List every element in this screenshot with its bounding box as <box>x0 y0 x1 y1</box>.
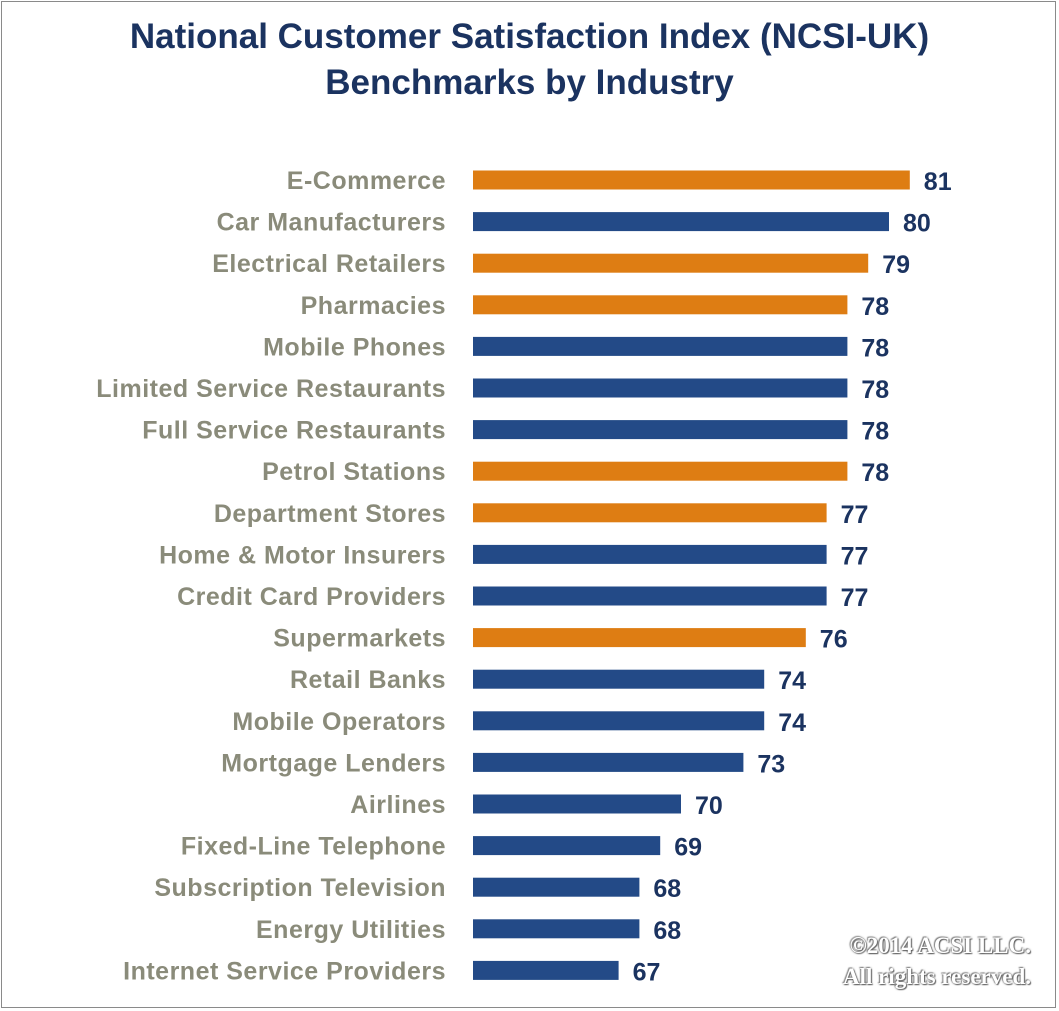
bar-full-service-restaurants <box>473 420 848 440</box>
bar-petrol-stations <box>473 461 848 481</box>
value-label: 78 <box>861 293 889 321</box>
chart-title-line-1: National Customer Satisfaction Index (NC… <box>129 17 930 56</box>
value-label: 70 <box>695 792 723 820</box>
bar-internet-service-providers <box>473 960 619 980</box>
bar-retail-banks <box>473 669 765 689</box>
value-label: 79 <box>882 251 910 279</box>
category-label: Car Manufacturers <box>217 209 446 237</box>
bar-department-stores <box>473 503 827 523</box>
bar-car-manufacturers <box>473 212 889 232</box>
category-label: Mobile Operators <box>232 708 446 736</box>
bar-electrical-retailers <box>473 253 869 273</box>
bar-energy-utilities <box>473 919 640 939</box>
value-label: 77 <box>841 584 869 612</box>
bar-fixed-line-telephone <box>473 836 661 856</box>
category-label: Retail Banks <box>290 666 446 694</box>
bar-mobile-phones <box>473 336 848 356</box>
copyright-watermark: ©2014 ACSI LLC. All rights reserved. <box>843 930 1031 992</box>
category-label: Credit Card Providers <box>177 583 446 611</box>
value-label: 78 <box>861 334 889 362</box>
category-label: Mobile Phones <box>263 333 446 361</box>
bar-credit-card-providers <box>473 586 827 606</box>
bar-e-commerce <box>473 170 910 190</box>
category-label: Subscription Television <box>154 874 446 902</box>
value-label: 77 <box>841 542 869 570</box>
category-label: Supermarkets <box>273 625 446 653</box>
category-label: Energy Utilities <box>256 916 446 944</box>
copyright-line-1: ©2014 ACSI LLC. <box>849 933 1031 958</box>
bar-airlines <box>473 794 681 814</box>
category-label: Limited Service Restaurants <box>96 375 446 403</box>
category-label: Home & Motor Insurers <box>159 541 446 569</box>
bar-mortgage-lenders <box>473 752 744 772</box>
category-label: Pharmacies <box>301 292 446 320</box>
category-label: Full Service Restaurants <box>142 417 446 445</box>
value-label: 77 <box>841 501 869 529</box>
value-label: 74 <box>778 667 806 695</box>
category-label: Fixed-Line Telephone <box>181 833 446 861</box>
bar-home-motor-insurers <box>473 544 827 564</box>
bar-pharmacies <box>473 295 848 315</box>
category-label: Electrical Retailers <box>212 250 446 278</box>
category-label: Airlines <box>350 791 446 819</box>
value-label: 68 <box>653 917 681 945</box>
value-label: 69 <box>674 834 702 862</box>
value-label: 78 <box>861 418 889 446</box>
value-label: 74 <box>778 709 806 737</box>
chart-title-line-2: Benchmarks by Industry <box>325 63 734 102</box>
value-label: 73 <box>757 750 785 778</box>
value-label: 81 <box>924 168 952 196</box>
category-label: E-Commerce <box>287 167 446 195</box>
category-label: Internet Service Providers <box>123 957 446 985</box>
bar-supermarkets <box>473 628 806 648</box>
value-label: 80 <box>903 210 931 238</box>
bar-limited-service-restaurants <box>473 378 848 398</box>
category-label: Petrol Stations <box>262 458 446 486</box>
value-label: 67 <box>633 958 661 986</box>
value-label: 68 <box>653 875 681 903</box>
chart-title: National Customer Satisfaction Index (NC… <box>0 14 1059 106</box>
category-label: Department Stores <box>214 500 446 528</box>
value-label: 76 <box>820 626 848 654</box>
value-label: 78 <box>861 376 889 404</box>
category-label: Mortgage Lenders <box>221 749 446 777</box>
copyright-line-2: All rights reserved. <box>842 964 1031 989</box>
value-label: 78 <box>861 459 889 487</box>
bar-mobile-operators <box>473 711 765 731</box>
bar-subscription-television <box>473 877 640 897</box>
